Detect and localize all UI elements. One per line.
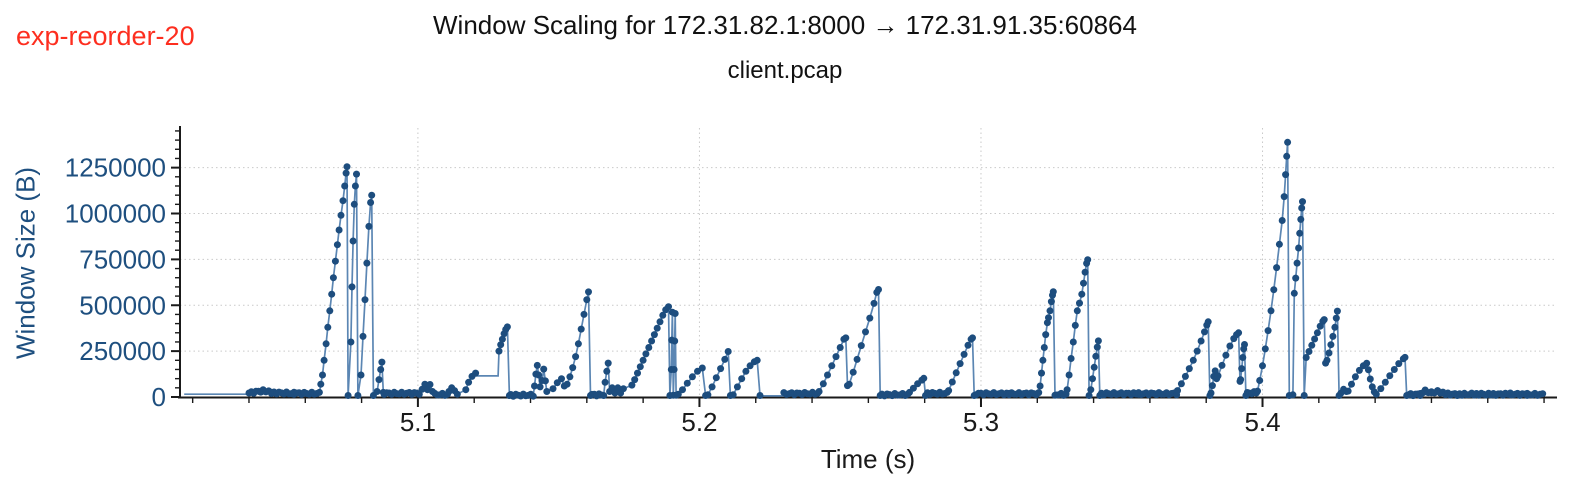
series-line bbox=[184, 142, 1543, 399]
series-markers bbox=[245, 138, 1547, 400]
svg-text:750000: 750000 bbox=[79, 244, 166, 274]
gridlines bbox=[180, 128, 1556, 397]
experiment-label: exp-reorder-20 bbox=[16, 21, 195, 51]
chart-title: Window Scaling for 172.31.82.1:8000 → 17… bbox=[433, 10, 1137, 40]
y-axis-label: Window Size (B) bbox=[10, 166, 41, 360]
svg-text:500000: 500000 bbox=[79, 290, 166, 320]
x-axis-label: Time (s) bbox=[820, 444, 916, 474]
svg-text:5.2: 5.2 bbox=[681, 407, 717, 437]
svg-text:1250000: 1250000 bbox=[65, 153, 166, 183]
y-tick-labels: 0 250000 500000 750000 1000000 1250000 bbox=[65, 153, 166, 412]
svg-text:1000000: 1000000 bbox=[65, 199, 166, 229]
chart-subtitle: client.pcap bbox=[727, 57, 843, 84]
axes bbox=[171, 126, 1557, 407]
svg-text:250000: 250000 bbox=[79, 336, 166, 366]
svg-text:0: 0 bbox=[152, 382, 166, 412]
svg-text:5.4: 5.4 bbox=[1244, 407, 1280, 437]
svg-text:5.1: 5.1 bbox=[400, 407, 436, 437]
svg-text:5.3: 5.3 bbox=[963, 407, 999, 437]
x-tick-labels: 5.1 5.2 5.3 5.4 bbox=[400, 407, 1281, 437]
